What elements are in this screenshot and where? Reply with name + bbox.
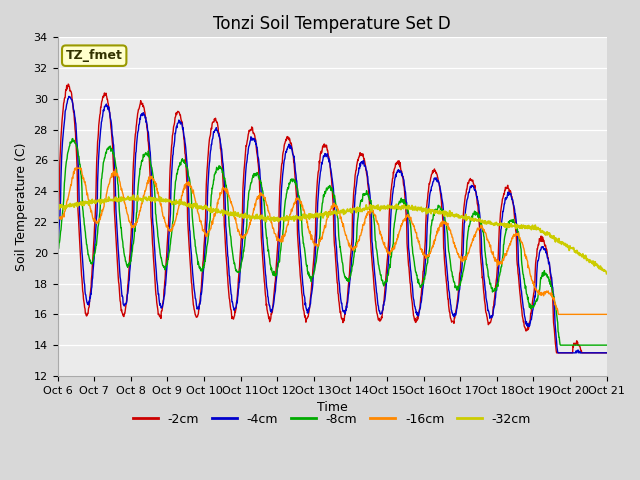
Title: Tonzi Soil Temperature Set D: Tonzi Soil Temperature Set D xyxy=(213,15,451,33)
-4cm xyxy=(418,298,426,303)
-16cm xyxy=(418,247,426,253)
-8cm xyxy=(68,136,76,142)
-8cm xyxy=(557,342,564,348)
-8cm xyxy=(418,283,426,289)
Line: -2cm: -2cm xyxy=(58,84,607,353)
-2cm xyxy=(553,350,561,356)
-32cm xyxy=(176,202,184,207)
-32cm xyxy=(163,198,170,204)
-8cm xyxy=(54,252,61,258)
-16cm xyxy=(555,312,563,317)
-2cm xyxy=(54,228,61,234)
-32cm xyxy=(418,205,426,211)
-2cm xyxy=(490,304,497,310)
Y-axis label: Soil Temperature (C): Soil Temperature (C) xyxy=(15,143,28,271)
-32cm xyxy=(490,221,497,227)
-2cm xyxy=(65,81,72,87)
-16cm xyxy=(163,224,170,230)
-4cm xyxy=(176,119,184,124)
-16cm xyxy=(72,165,79,171)
Line: -32cm: -32cm xyxy=(58,195,607,274)
Text: TZ_fmet: TZ_fmet xyxy=(66,49,123,62)
Line: -8cm: -8cm xyxy=(58,139,607,345)
-2cm xyxy=(163,253,170,259)
-4cm xyxy=(163,267,170,273)
-16cm xyxy=(603,312,611,317)
-8cm xyxy=(237,260,245,265)
Line: -16cm: -16cm xyxy=(58,168,607,314)
-16cm xyxy=(54,213,61,218)
-32cm xyxy=(603,271,611,276)
-2cm xyxy=(237,234,245,240)
-8cm xyxy=(538,273,545,278)
-2cm xyxy=(176,112,184,118)
-16cm xyxy=(490,249,497,255)
-4cm xyxy=(490,308,497,314)
X-axis label: Time: Time xyxy=(317,401,348,414)
-4cm xyxy=(554,350,562,356)
-4cm xyxy=(603,350,611,356)
-32cm xyxy=(237,211,245,217)
-32cm xyxy=(538,229,545,235)
-8cm xyxy=(176,160,184,166)
-32cm xyxy=(130,192,138,198)
Line: -4cm: -4cm xyxy=(58,96,607,353)
-2cm xyxy=(418,288,426,294)
-4cm xyxy=(237,253,245,259)
-16cm xyxy=(538,289,545,295)
-16cm xyxy=(176,200,184,205)
-8cm xyxy=(490,288,497,294)
-16cm xyxy=(237,233,245,239)
-4cm xyxy=(538,244,545,250)
-2cm xyxy=(538,233,545,239)
Legend: -2cm, -4cm, -8cm, -16cm, -32cm: -2cm, -4cm, -8cm, -16cm, -32cm xyxy=(128,408,536,431)
-4cm xyxy=(65,94,73,99)
-4cm xyxy=(54,251,61,256)
-32cm xyxy=(54,203,61,209)
-8cm xyxy=(163,261,170,266)
-8cm xyxy=(603,342,611,348)
-2cm xyxy=(603,350,611,356)
